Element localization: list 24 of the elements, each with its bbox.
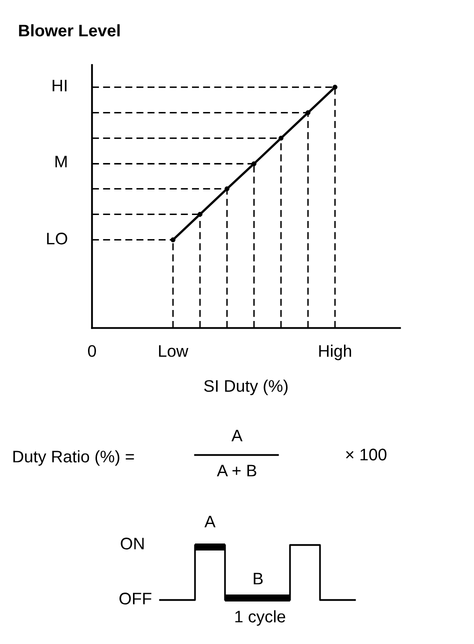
- x-axis-title: SI Duty (%): [204, 380, 288, 396]
- text: Duty Ratio (%) =: [13, 450, 134, 466]
- text: OFF: [119, 592, 152, 604]
- text: A: [231, 430, 243, 442]
- text: B: [254, 572, 263, 584]
- chart-title: Blower Level: [19, 24, 120, 36]
- point: [332, 84, 338, 90]
- x-tick-label: Low: [159, 345, 188, 357]
- point: [252, 161, 256, 166]
- point: [198, 212, 202, 217]
- point: [170, 237, 176, 242]
- point: [224, 186, 230, 192]
- text: ON: [120, 538, 144, 550]
- text: × 100: [346, 448, 386, 460]
- text: LO: [47, 232, 68, 244]
- text: HI: [52, 80, 66, 92]
- x-tick-label: 0: [88, 345, 96, 357]
- point: [278, 136, 284, 141]
- text: A: [204, 516, 216, 528]
- text: M: [55, 156, 67, 168]
- x-tick-label: High: [319, 344, 352, 360]
- text: 1 cycle: [235, 610, 286, 626]
- point: [306, 110, 310, 116]
- text: A + B: [216, 464, 256, 476]
